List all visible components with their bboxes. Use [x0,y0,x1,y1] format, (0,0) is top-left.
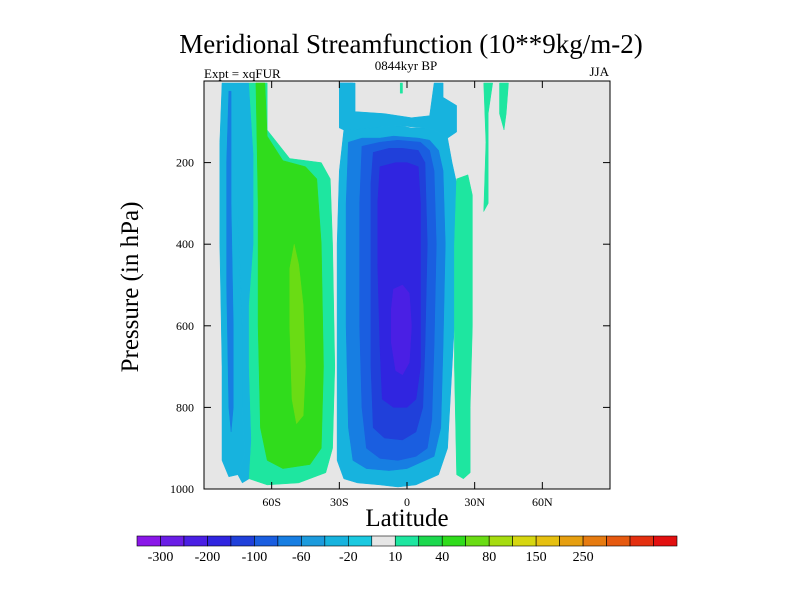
contour-southern-outer-blue [226,90,234,433]
colorbar-box [488,535,513,547]
colorbar-box [207,535,232,547]
colorbar-label: 10 [388,550,402,565]
contour-northern-upper-green [483,82,493,212]
season-label: JJA [589,64,609,79]
contour-stratosphere-cyan [339,82,457,139]
colorbar-box [254,535,279,547]
y-tick-label: 800 [176,400,194,414]
colorbar-box [441,535,467,547]
contour-southern-ferrel-light-green [289,243,306,424]
colorbar-box [394,535,420,547]
x-tick-label: 0 [404,495,410,509]
colorbar-box [160,535,185,547]
contour-northern-right-green [499,82,509,131]
colorbar-box [183,535,208,547]
contour-northern-lower-green [454,174,473,480]
x-axis-label: Latitude [365,505,448,532]
colorbar-label: 250 [573,550,594,565]
y-tick-label: 400 [176,237,194,251]
y-axis-label: Pressure (in hPa) [117,202,144,373]
colorbar-labels: -300 -200 -100 -60 -20 10 40 80 150 250 [148,550,594,565]
colorbar-box [512,535,537,547]
colorbar-box [606,535,631,547]
y-tick-label: 1000 [170,482,194,496]
x-tick-label: 60N [532,495,553,509]
y-tick-label: 600 [176,319,194,333]
colorbar-box [653,535,678,547]
colorbar-box [347,535,373,547]
colorbar-box [418,535,443,547]
colorbar-label: 150 [526,550,547,565]
contour-regions [219,82,509,488]
colorbar-label: -20 [339,550,358,565]
y-tick-label: 200 [176,156,194,170]
colorbar-box [465,535,490,547]
colorbar-boxes [136,535,678,547]
colorbar-box [559,535,584,547]
colorbar-box [301,535,326,547]
colorbar-label: 40 [435,550,449,565]
colorbar-label: -60 [292,550,311,565]
colorbar-box [371,535,396,547]
plot-area: 60S 30S 0 30N 60N 200 400 600 800 1000 [170,80,611,509]
colorbar-label: -100 [242,550,268,565]
colorbar-box [324,535,349,547]
experiment-label: Expt = xqFUR [204,66,281,81]
x-tick-label: 60S [262,495,281,509]
colorbar-box [535,535,560,547]
x-axis-ticks: 60S 30S 0 30N 60N [262,81,553,509]
colorbar-box [136,535,161,547]
chart-title: Meridional Streamfunction (10**9kg/m-2) [179,29,642,59]
x-tick-label: 30N [464,495,485,509]
colorbar-box [277,535,302,547]
x-tick-label: 30S [330,495,349,509]
colorbar-label: -200 [195,550,221,565]
colorbar-box [629,535,654,547]
colorbar-box [230,535,255,547]
colorbar-label: 80 [482,550,496,565]
colorbar: -300 -200 -100 -60 -20 10 40 80 150 250 [136,535,678,565]
contour-hadley-core-purple [390,284,412,376]
colorbar-box [582,535,607,547]
colorbar-label: -300 [148,550,174,565]
contour-northern-thin-green [399,82,403,94]
y-axis-ticks: 200 400 600 800 1000 [170,156,610,496]
time-label: 0844kyr BP [375,58,437,73]
